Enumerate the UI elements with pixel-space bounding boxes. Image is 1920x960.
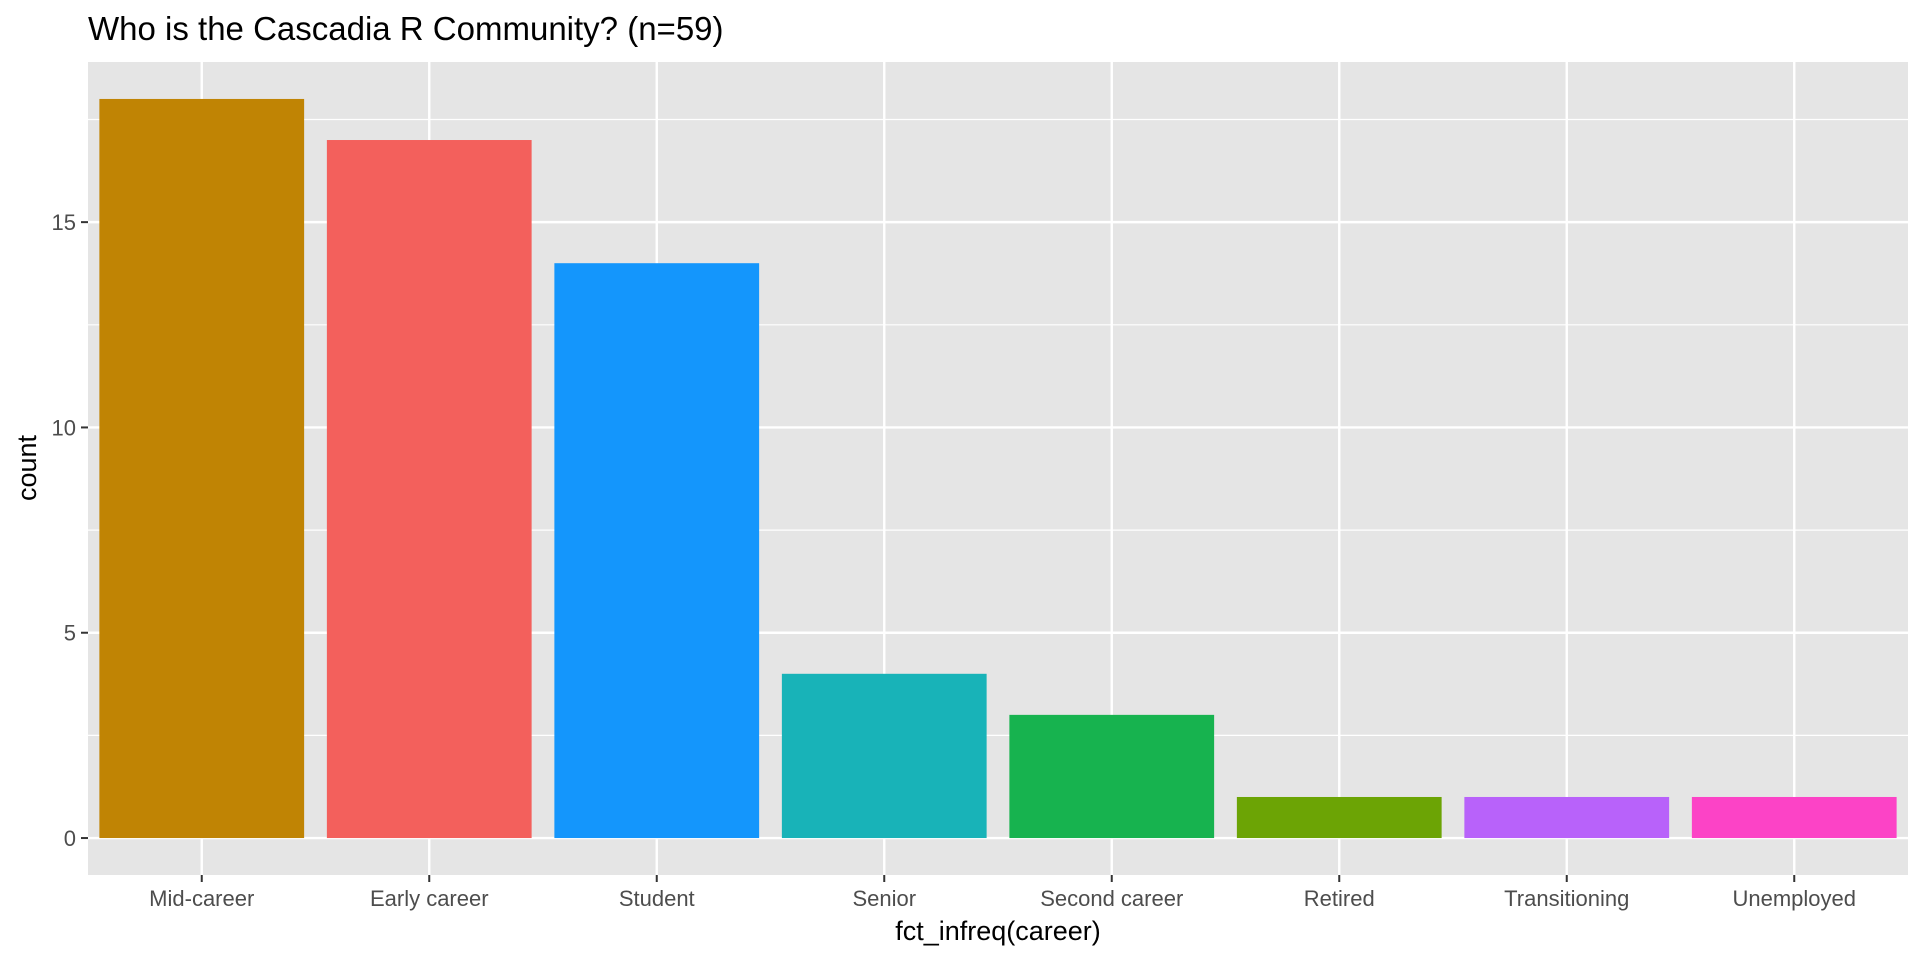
bar — [1691, 796, 1897, 839]
y-tick-label: 10 — [52, 415, 76, 440]
bars — [99, 98, 1897, 839]
x-tick-label: Retired — [1304, 886, 1375, 911]
bar — [99, 98, 305, 839]
y-tick-label: 5 — [64, 621, 76, 646]
x-tick-label: Student — [619, 886, 695, 911]
x-tick-label: Unemployed — [1732, 886, 1856, 911]
x-axis: Mid-career Early career Student Senior Secon… — [149, 875, 1856, 911]
bar — [1236, 796, 1442, 839]
bar — [1009, 714, 1215, 839]
x-tick-label: Early career — [370, 886, 489, 911]
y-axis-title: count — [12, 434, 42, 501]
x-tick-label: Transitioning — [1504, 886, 1629, 911]
bar — [1464, 796, 1670, 839]
x-tick-label: Senior — [852, 886, 916, 911]
y-axis: 0 5 10 15 — [52, 210, 88, 851]
x-axis-title: fct_infreq(career) — [895, 916, 1101, 946]
bar — [554, 263, 760, 839]
y-tick-label: 15 — [52, 210, 76, 235]
y-tick-label: 0 — [64, 826, 76, 851]
x-tick-label: Second career — [1040, 886, 1183, 911]
chart-title: Who is the Cascadia R Community? (n=59) — [88, 10, 724, 47]
x-tick-label: Mid-career — [149, 886, 254, 911]
bar — [326, 140, 532, 839]
bar — [781, 673, 987, 839]
